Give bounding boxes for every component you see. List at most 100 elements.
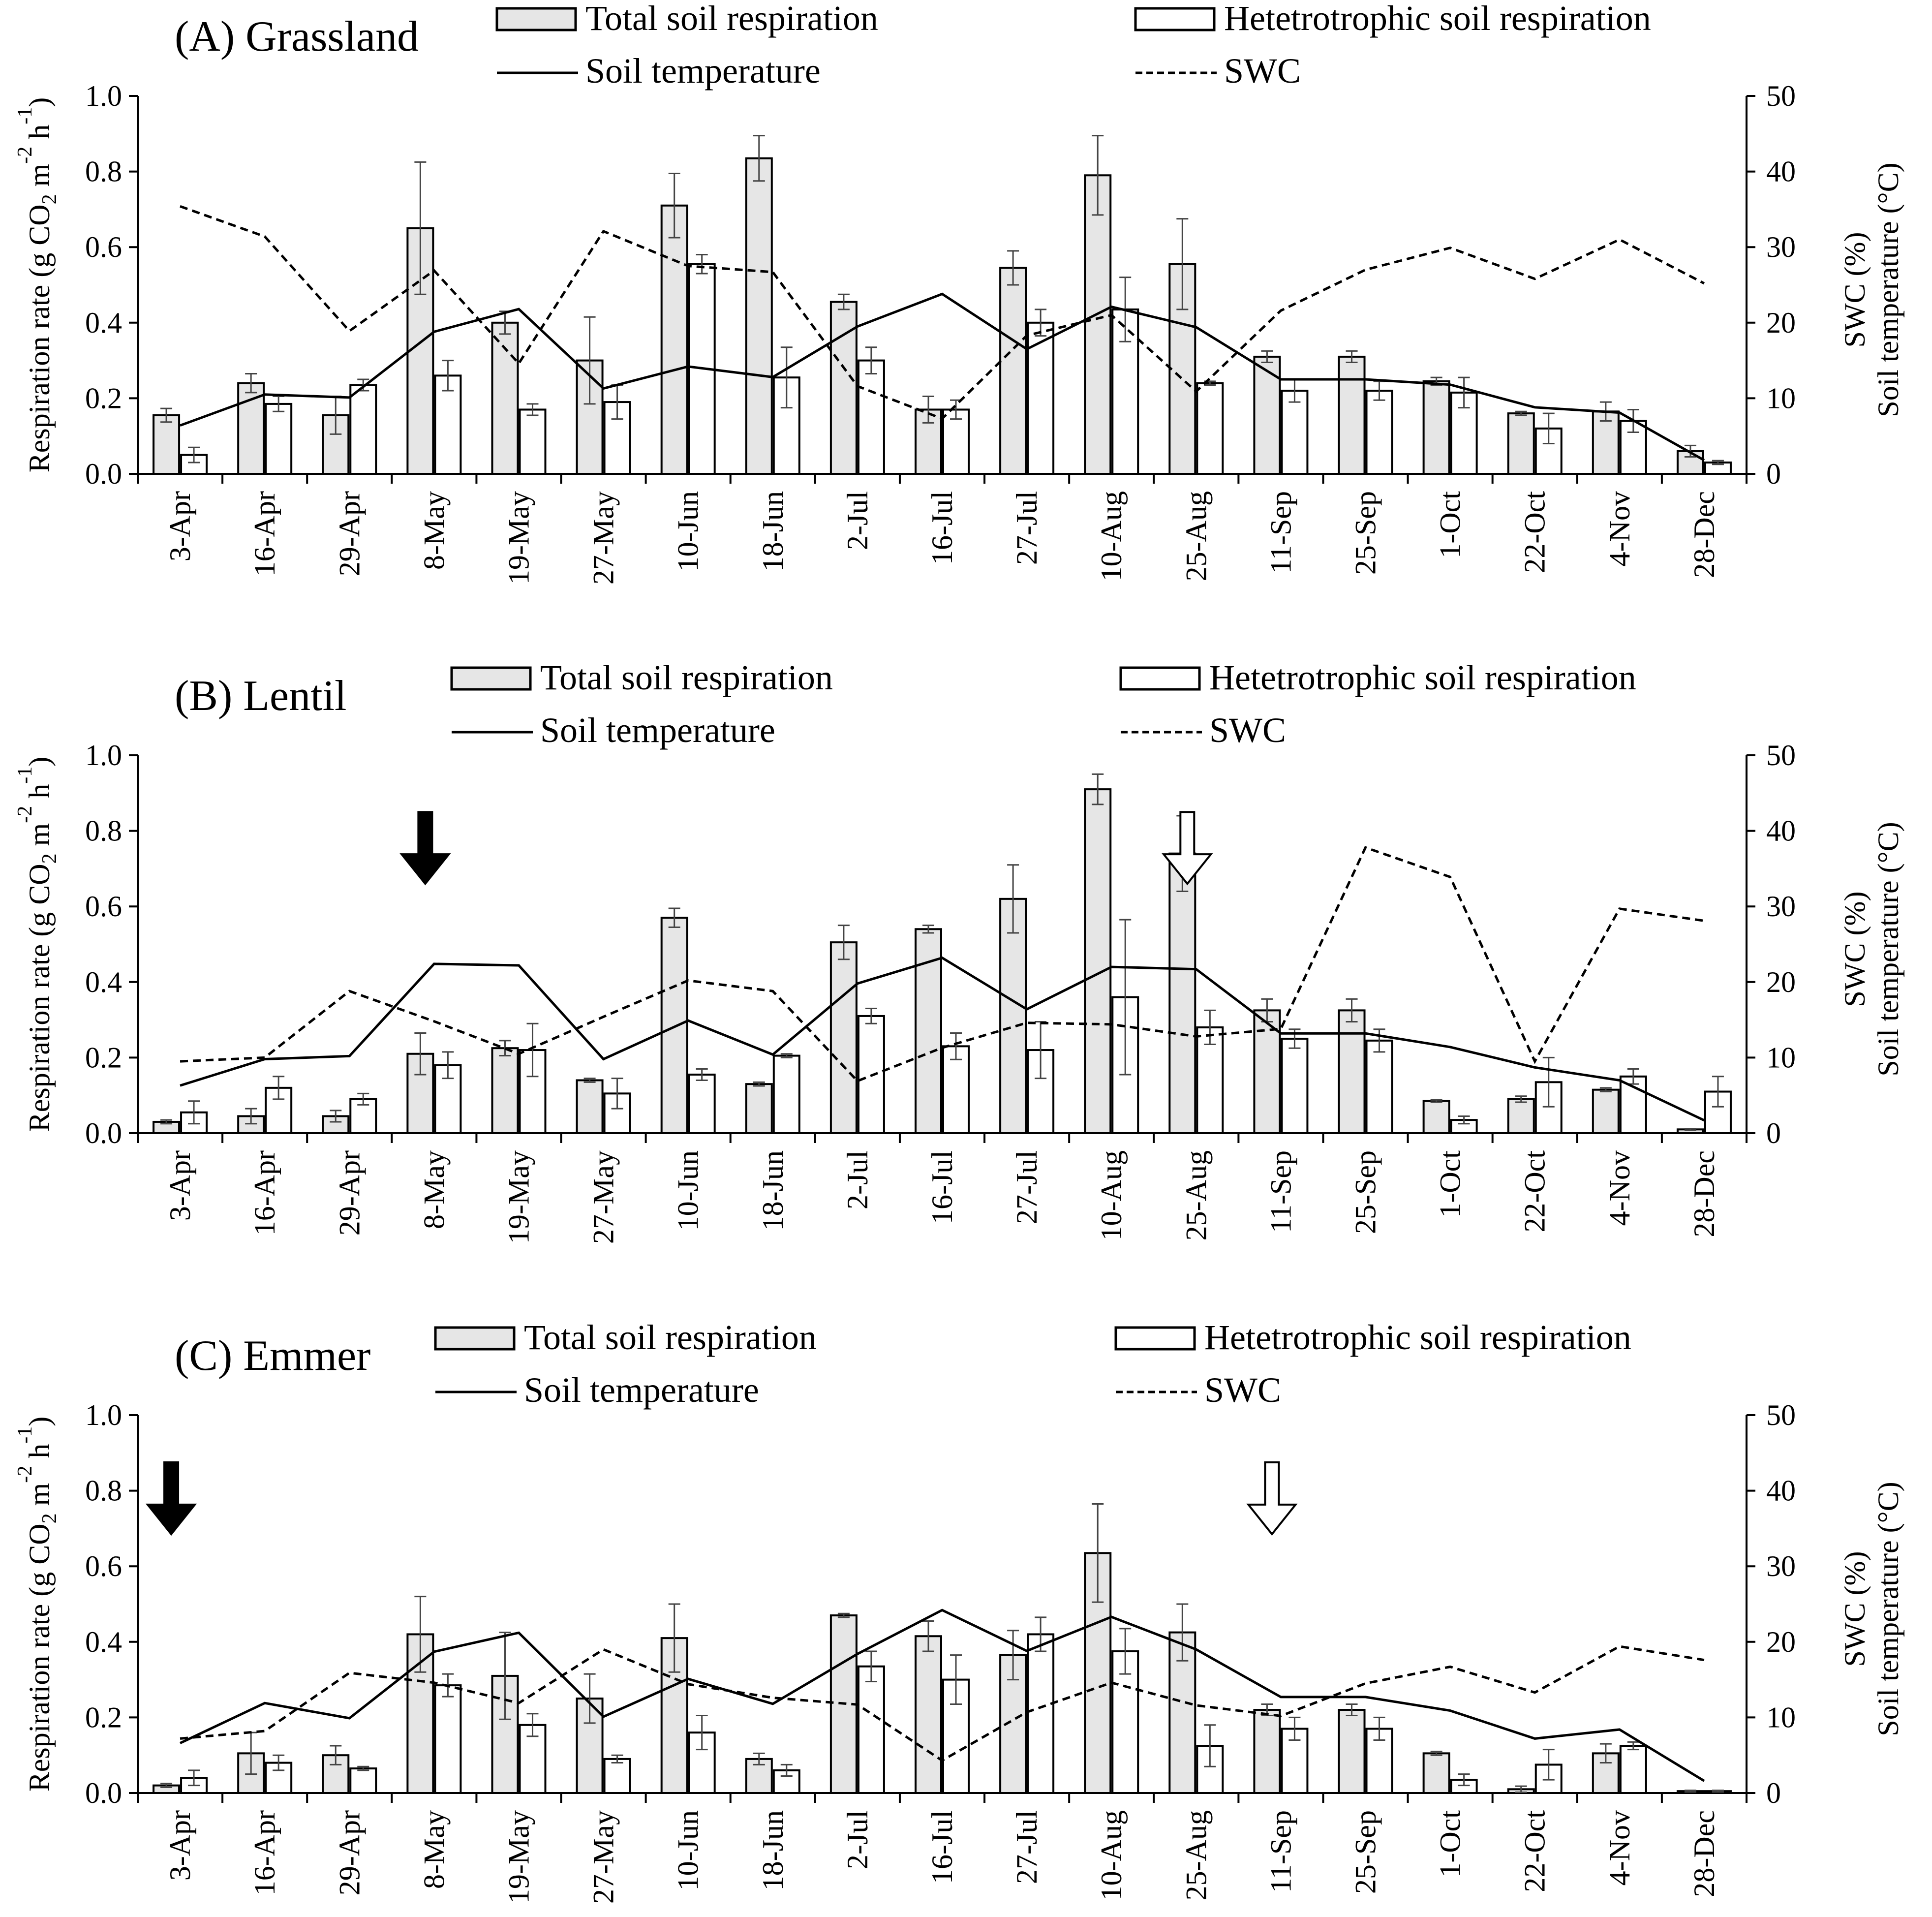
bar-total [915,1635,942,1794]
right-tick-label: 50 [1766,739,1796,772]
x-tick-label: 28-Dec [1688,1810,1720,1897]
x-tick-label: 2-Jul [841,1150,874,1209]
bar-hetero [1619,1745,1647,1794]
x-tick-label: 4-Nov [1603,1150,1636,1226]
chart-title: (A) Grassland [175,13,419,61]
left-tick-label: 0.0 [85,1117,122,1149]
swc-line [180,1645,1705,1762]
right-tick-label: 50 [1766,80,1796,112]
x-tick-label: 10-Jun [672,491,705,571]
bar-total [1422,1100,1450,1134]
y-axis-label-part: m [23,164,56,194]
x-tick-label: 10-Jun [672,1810,705,1890]
down-arrow-filled-icon [145,1461,197,1536]
y-axis-label-part: h [23,1444,56,1466]
bar-hetero [1027,1633,1055,1794]
bar-hetero [1281,390,1309,475]
x-tick-label: 16-Apr [248,1150,281,1236]
legend-swatch-total [450,666,532,691]
bar-hetero [1027,1049,1055,1135]
left-tick-label: 0.8 [85,815,122,847]
y2-axis-label-temp: Soil temperature (°C) [1872,162,1904,417]
y2-axis-label-swc: SWC (%) [1839,892,1871,1007]
y-axis-label-part: -2 [14,1466,36,1483]
x-tick-label: 27-Jul [1011,491,1043,565]
right-tick-label: 10 [1766,1701,1796,1733]
left-tick-label: 0.8 [85,155,122,188]
x-tick-label: 2-Jul [841,491,874,550]
y-axis-label-part: 2 [38,1513,61,1523]
y-axis-label-part: h [23,124,56,147]
bar-total [1507,412,1535,475]
y-axis-label-part: 2 [38,194,61,204]
x-tick-label: 27-May [587,1810,620,1904]
bar-total [1338,1709,1366,1794]
x-tick-label: 10-Aug [1095,1150,1128,1240]
x-tick-label: 16-Jul [926,1810,958,1884]
bar-total [1507,1098,1535,1134]
y-axis-label-part: h [23,784,56,806]
legend-label-hetero: Hetetrotrophic soil respiration [1204,1318,1631,1357]
bar-total [1422,1752,1450,1794]
legend-label-swc: SWC [1209,711,1286,750]
legend-label-temp: Soil temperature [585,51,821,91]
y2-axis-label-swc: SWC (%) [1839,1551,1871,1667]
x-tick-label: 10-Aug [1095,1810,1128,1900]
x-tick-label: 29-Apr [333,491,366,576]
right-tick-label: 40 [1766,815,1796,847]
bar-hetero [857,1015,885,1134]
x-tick-label: 16-Jul [926,491,958,565]
legend-label-temp: Soil temperature [524,1370,759,1410]
x-tick-label: 1-Oct [1434,1150,1467,1218]
x-tick-label: 1-Oct [1434,1810,1467,1878]
x-tick-label: 4-Nov [1603,1810,1636,1886]
down-arrow-filled-icon [399,811,451,886]
bar-hetero [857,1665,885,1794]
x-tick-label: 16-Jul [926,1150,958,1224]
x-tick-label: 11-Sep [1264,491,1297,574]
chart-title: (C) Emmer [175,1332,370,1380]
bar-total [1253,1709,1281,1794]
chart-title: (B) Lentil [175,672,346,720]
legend-swatch-hetero [1134,7,1216,31]
x-tick-label: 25-Aug [1180,1150,1212,1240]
bar-total [745,1083,773,1134]
left-tick-label: 1.0 [85,80,122,112]
bar-total [660,204,688,475]
bar-total [660,917,688,1134]
y-axis-label-part: -1 [14,1426,36,1444]
legend-label-swc: SWC [1204,1370,1281,1410]
x-tick-label: 3-Apr [164,1150,196,1221]
bar-total [1084,788,1112,1134]
left-tick-label: 0.6 [85,231,122,263]
legend-swatch-total [495,7,577,31]
legend-label-temp: Soil temperature [540,711,775,750]
right-tick-label: 30 [1766,890,1796,923]
legend-label-swc: SWC [1224,51,1301,91]
y2-axis-label-swc: SWC (%) [1839,232,1871,348]
right-tick-label: 10 [1766,382,1796,414]
left-tick-label: 1.0 [85,739,122,772]
bar-hetero [1365,1728,1393,1794]
bar-total [322,1115,350,1134]
bar-hetero [857,359,885,475]
swc-line [180,205,1705,420]
left-tick-label: 0.4 [85,307,122,339]
bar-total [406,1052,434,1134]
bar-total [829,941,858,1135]
x-tick-label: 11-Sep [1264,1810,1297,1893]
x-tick-label: 25-Sep [1349,1810,1382,1894]
x-tick-label: 8-May [418,491,450,570]
bar-total [999,267,1027,475]
right-tick-label: 20 [1766,966,1796,998]
right-tick-label: 20 [1766,307,1796,339]
right-tick-label: 40 [1766,1475,1796,1507]
right-tick-label: 50 [1766,1399,1796,1431]
x-tick-label: 10-Jun [672,1150,705,1231]
bar-total [576,1079,604,1134]
x-tick-label: 27-Jul [1011,1150,1043,1224]
chart-panel-1: (A) Grassland Total soil respiration Hetet… [14,0,1904,585]
bar-total [153,414,181,475]
x-tick-label: 8-May [418,1150,450,1229]
